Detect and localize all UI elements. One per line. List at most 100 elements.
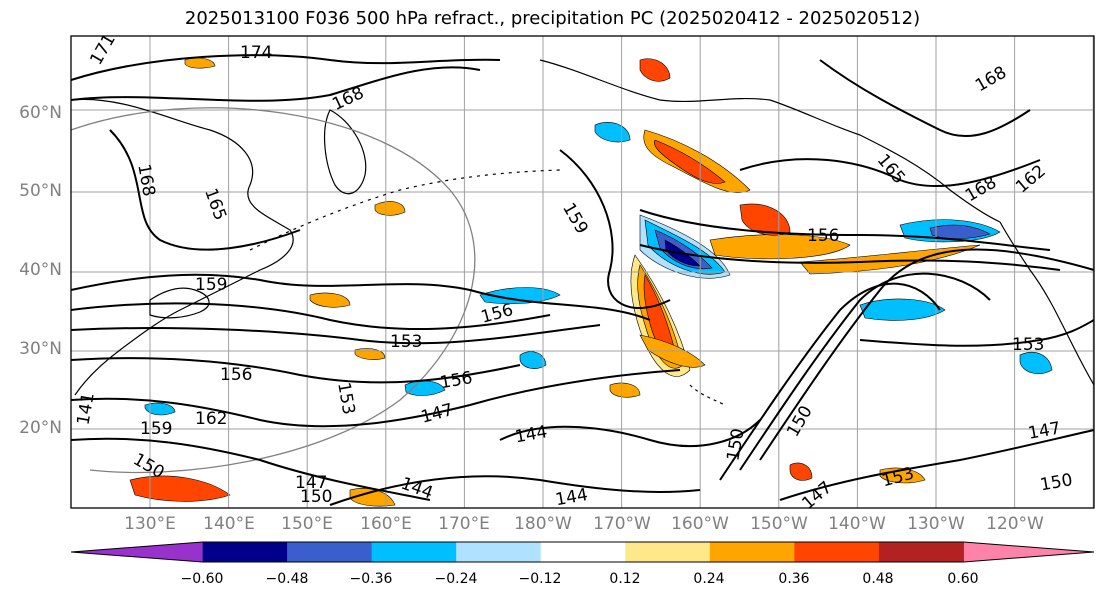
lat-label-50n: 50°N [19, 181, 62, 201]
contour-line [859, 319, 1095, 347]
lon-label: 120°W [986, 514, 1044, 534]
contour-label: 156 [220, 365, 252, 385]
colorbar-segment [709, 542, 795, 562]
contour-line [559, 149, 671, 310]
contour-label: 159 [140, 419, 172, 439]
contour-line [70, 273, 651, 321]
precip-anomaly-region [309, 292, 351, 308]
lat-label-20n: 20°N [19, 418, 62, 438]
colorbar [70, 541, 1095, 563]
precip-anomaly-region [859, 298, 946, 321]
colorbar-tick-label: −0.12 [518, 571, 562, 587]
colorbar-tick-label: 0.60 [947, 571, 979, 587]
colorbar-tick-label: −0.24 [434, 571, 478, 587]
colorbar-outline [70, 541, 1095, 563]
colorbar-tick-label: 0.36 [778, 571, 810, 587]
colorbar-extend-max [963, 542, 1094, 562]
colorbar-extend-min [71, 542, 203, 562]
colorbar-segment [794, 542, 880, 562]
precip-anomaly-region [639, 58, 671, 82]
colorbar-tick-label: −0.36 [349, 571, 393, 587]
colorbar-tick-label: 0.12 [609, 571, 641, 587]
contour-label: 156 [807, 226, 839, 246]
contour-line [739, 158, 1041, 188]
colorbar-tick-label: −0.48 [265, 571, 309, 587]
precip-anomaly-region [374, 201, 406, 216]
colorbar-segment [878, 542, 964, 562]
contour-line [719, 282, 941, 481]
contour-label: 150 [300, 487, 332, 507]
precip-anomaly-region [654, 229, 713, 270]
precip-anomaly-region [144, 402, 176, 416]
colorbar-segment [540, 542, 626, 562]
contour-label: 174 [240, 43, 272, 63]
aleutian-islands [249, 169, 561, 251]
coastline-asia [70, 98, 294, 396]
colorbar-segment [202, 542, 288, 562]
contour-label: 147 [295, 473, 327, 493]
precip-anomaly-region [929, 224, 991, 239]
refractivity-contours [70, 54, 1095, 506]
lon-label: 150°W [750, 514, 808, 534]
colorbar-tick-label: −0.60 [180, 571, 224, 587]
precip-anomaly-region [609, 382, 641, 398]
precip-anomaly-region [129, 475, 231, 502]
hawaiian-islands [689, 384, 726, 406]
great-circle-arc [70, 107, 476, 474]
contour-line [759, 248, 1095, 461]
coastlines [70, 59, 1095, 406]
contour-line [70, 357, 521, 384]
contour-line [639, 209, 1051, 251]
contour-label-layer: 174 171 168 168 165 159 159 156 153 156 … [73, 31, 1074, 514]
lat-label-30n: 30°N [19, 339, 62, 359]
precip-anomaly-region [519, 351, 547, 369]
contour-line [70, 324, 601, 345]
colorbar-tick-label: 0.48 [862, 571, 894, 587]
precip-anomaly-region [654, 139, 726, 184]
lon-label: 140°W [828, 514, 886, 534]
contour-line [109, 129, 301, 251]
lon-label: 130°E [124, 514, 176, 534]
contour-line [70, 302, 551, 331]
contour-line [779, 429, 1095, 501]
map-frame [70, 35, 1095, 509]
precip-anomaly-region [789, 462, 813, 481]
lon-label: 160°W [671, 514, 729, 534]
coastline-north-america [999, 221, 1095, 386]
precip-anomaly-region [739, 203, 791, 236]
coastline-alaska [539, 59, 1001, 223]
colorbar-segment [625, 542, 711, 562]
contour-line [329, 475, 701, 506]
contour-label: 153 [1012, 335, 1044, 355]
contour-line [639, 244, 1061, 271]
lon-label: 130°W [907, 514, 965, 534]
colorbar-segment [456, 542, 542, 562]
lon-label: 180°W [514, 514, 572, 534]
precip-anomaly-region [709, 234, 851, 260]
colorbar-tick-label: 0.24 [693, 571, 725, 587]
graticule [71, 36, 1094, 508]
contour-label: 162 [195, 409, 227, 429]
lon-label: 170°W [593, 514, 651, 534]
contour-line [499, 419, 761, 448]
contour-label: 153 [390, 332, 422, 352]
lon-label: 150°E [281, 514, 333, 534]
contour-line [70, 54, 501, 81]
contour-line [819, 59, 1031, 138]
map-title: 2025013100 F036 500 hPa refract., precip… [184, 8, 921, 29]
lon-label: 160°E [360, 514, 412, 534]
coastline-japan [149, 287, 210, 319]
lon-label: 140°E [203, 514, 255, 534]
lat-label-60n: 60°N [19, 103, 62, 123]
lat-label-40n: 40°N [19, 260, 62, 280]
coastline-kamchatka [324, 109, 367, 195]
contour-line [739, 272, 991, 471]
colorbar-segment [287, 542, 373, 562]
colorbar-segment [371, 542, 457, 562]
contour-line [70, 369, 681, 428]
contour-label: 159 [195, 275, 227, 295]
contour-line [70, 66, 481, 102]
precip-anomaly-region [1019, 351, 1053, 374]
precip-anomaly-region [479, 287, 561, 305]
